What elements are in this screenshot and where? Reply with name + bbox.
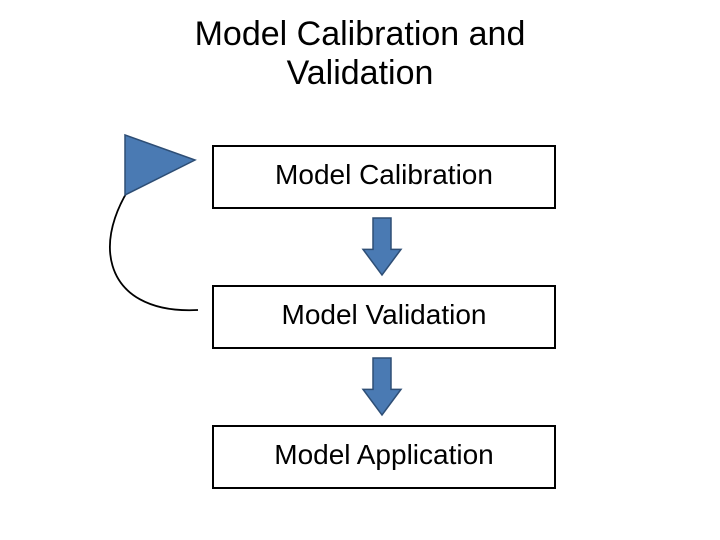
title-line-2: Validation — [287, 54, 434, 92]
box-label: Model Calibration — [275, 159, 493, 190]
arrow-calibration-to-validation — [363, 218, 401, 275]
box-label: Model Validation — [282, 299, 487, 330]
diagram-stage: Model Calibration and Validation Feedbac… — [0, 0, 720, 540]
box-model-calibration: Model Calibration — [212, 145, 556, 209]
title-line-1: Model Calibration and — [195, 15, 526, 53]
box-label: Model Application — [274, 439, 493, 470]
diagram-title: Model Calibration and Validation — [0, 15, 720, 93]
box-model-application: Model Application — [212, 425, 556, 489]
feedback-curve — [110, 165, 198, 310]
box-model-validation: Model Validation — [212, 285, 556, 349]
arrow-validation-to-application — [363, 358, 401, 415]
feedback-arrowhead — [125, 135, 195, 195]
